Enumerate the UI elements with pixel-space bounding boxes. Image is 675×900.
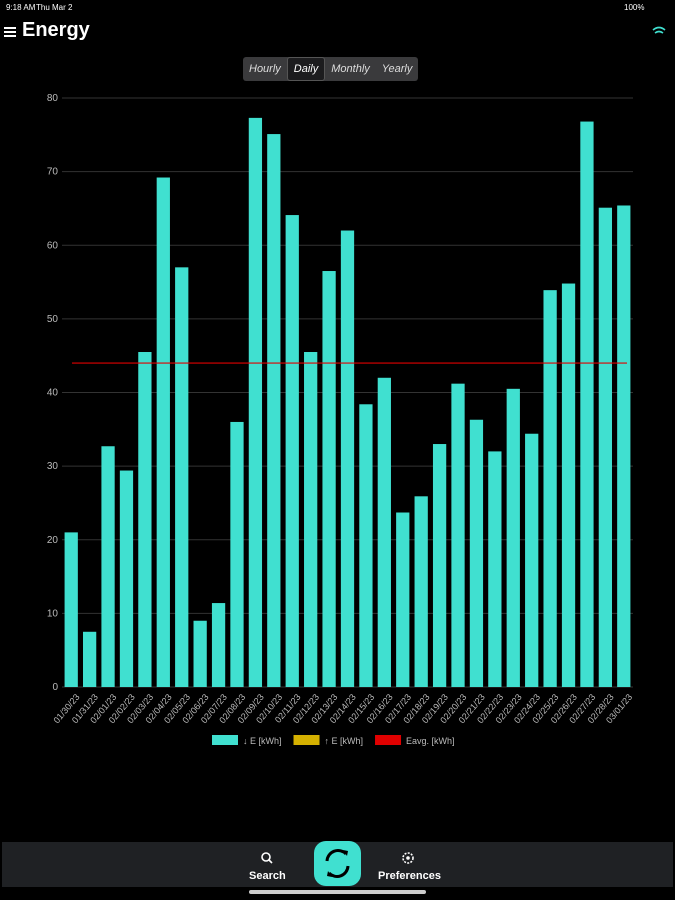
bar — [211, 603, 226, 687]
legend-swatch — [293, 735, 320, 745]
y-tick-label: 30 — [47, 461, 59, 472]
status-date: Thu Mar 2 — [36, 3, 73, 12]
bar — [525, 433, 539, 687]
segmented-control: Hourly Daily Monthly Yearly — [243, 57, 419, 81]
bar — [267, 134, 281, 688]
bar — [580, 121, 594, 687]
preferences-label[interactable]: Preferences — [378, 870, 441, 882]
bar — [340, 230, 355, 687]
bar — [64, 532, 78, 687]
bar — [119, 470, 134, 687]
bar — [451, 383, 465, 687]
bar — [598, 207, 613, 688]
bar — [193, 620, 207, 687]
tab[interactable]: Hourly — [249, 63, 281, 75]
legend-swatch — [212, 735, 238, 745]
tab[interactable]: Daily — [286, 57, 326, 81]
refresh-icon — [325, 849, 350, 878]
legend-swatch — [375, 735, 402, 745]
home-indicator — [249, 890, 426, 894]
bar — [377, 377, 391, 687]
menu-button[interactable] — [4, 27, 16, 39]
tab[interactable]: Yearly — [381, 63, 413, 75]
bar — [414, 496, 428, 687]
bar — [304, 352, 318, 687]
bar — [359, 404, 373, 687]
y-tick-label: 0 — [52, 682, 58, 693]
page-title: Energy — [22, 19, 90, 41]
status-battery: 100% — [624, 3, 645, 12]
bar — [488, 451, 502, 687]
y-tick-label: 60 — [47, 240, 59, 251]
tab[interactable]: Monthly — [331, 63, 370, 75]
status-time: 9:18 AM — [6, 3, 36, 12]
bar — [617, 205, 631, 687]
bar — [101, 446, 115, 687]
y-tick-label: 10 — [47, 608, 59, 619]
bar — [561, 283, 576, 687]
refresh-button[interactable] — [314, 841, 361, 886]
bar — [506, 388, 520, 687]
bar — [396, 512, 410, 687]
legend-label: ↓ E [kWh] — [243, 736, 282, 746]
bar — [469, 419, 484, 687]
y-tick-label: 50 — [47, 314, 59, 325]
gear-icon[interactable] — [402, 852, 414, 864]
wifi-icon — [652, 26, 666, 34]
bar — [138, 352, 152, 687]
bar — [432, 444, 447, 687]
bar — [543, 290, 557, 687]
y-tick-label: 70 — [47, 167, 59, 178]
refresh-arrows — [327, 850, 348, 877]
bar — [285, 215, 299, 687]
bar — [175, 267, 189, 687]
y-tick-label: 40 — [47, 388, 59, 399]
y-tick-label: 80 — [47, 93, 59, 104]
legend-label: ↑ E [kWh] — [325, 736, 364, 746]
legend-label: Eavg. [kWh] — [406, 736, 455, 746]
y-tick-label: 20 — [47, 535, 59, 546]
bar — [248, 117, 263, 687]
search-label[interactable]: Search — [249, 870, 286, 882]
gear-center — [406, 856, 410, 860]
bar — [230, 421, 244, 687]
bar — [82, 631, 97, 687]
bar — [156, 177, 170, 687]
bar — [322, 271, 336, 687]
search-icon[interactable] — [261, 852, 271, 862]
search-icon-handle — [268, 859, 273, 864]
